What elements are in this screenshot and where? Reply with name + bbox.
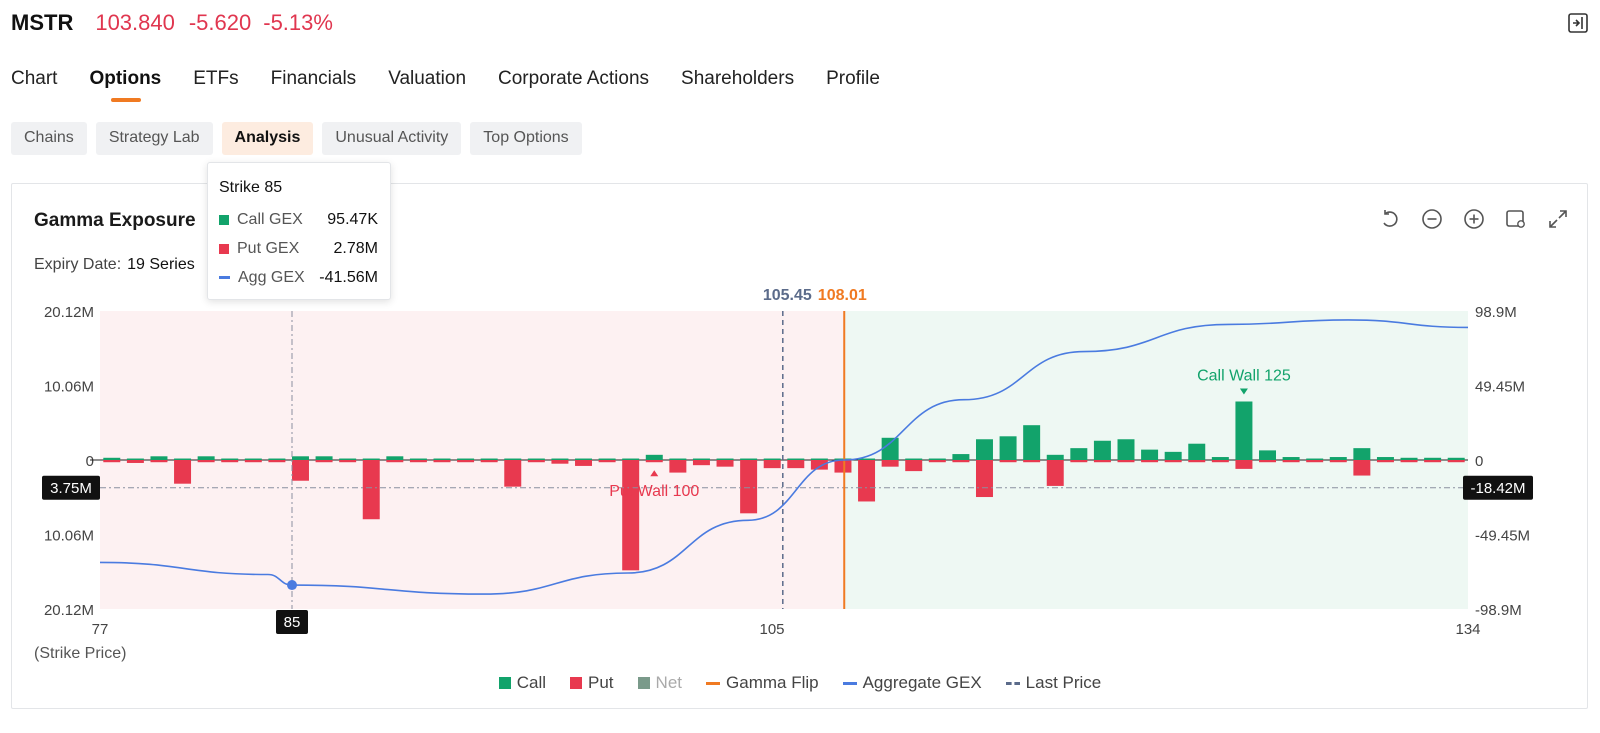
zoom-out-icon[interactable] [1420,207,1444,231]
tooltip-value: -41.56M [319,268,378,286]
legend-label: Aggregate GEX [862,673,982,692]
chart-toolbar [1378,207,1570,231]
tooltip-key: Agg GEX [238,268,305,286]
subtab-unusual-activity[interactable]: Unusual Activity [322,122,462,155]
tab-options[interactable]: Options [89,68,162,102]
tab-financials[interactable]: Financials [270,68,357,89]
tab-etfs[interactable]: ETFs [193,68,239,89]
legend-put[interactable]: Put [570,673,614,693]
last-swatch [1005,681,1020,685]
tooltip-value: 2.78M [333,239,378,257]
call-swatch [498,677,511,689]
tooltip-key: Put GEX [237,239,300,257]
tab-profile[interactable]: Profile [826,68,880,89]
tab-corporate-actions[interactable]: Corporate Actions [498,68,650,89]
tooltip-title: Strike 85 [219,179,283,196]
put-swatch [570,677,583,689]
call-swatch [219,214,229,225]
chart-legend: Call Put Net Gamma Flip Aggregate GEX La… [0,673,1600,693]
price-change: -5.620 [188,10,252,35]
agg-swatch [219,276,230,279]
legend-call[interactable]: Call [498,673,547,693]
tooltip-row-agg: Agg GEX -41.56M [219,263,378,292]
legend-label: Last Price [1025,673,1102,692]
hover-tooltip: Strike 85 Call GEX 95.47K Put GEX 2.78M Ag… [207,162,391,300]
last-price: 103.840 [95,10,175,35]
options-subtabs: Chains Strategy Lab Analysis Unusual Act… [11,122,582,155]
quote-header: MSTR 103.840 -5.620 -5.13% [11,10,333,36]
gamma-exposure-panel [11,183,1588,709]
main-tabs: Chart Options ETFs Financials Valuation … [11,68,880,102]
tab-chart[interactable]: Chart [11,68,58,89]
price-change-pct: -5.13% [263,10,333,35]
symbol: MSTR [11,10,74,35]
legend-last-price[interactable]: Last Price [1005,673,1102,693]
legend-label: Gamma Flip [726,673,819,692]
zoom-in-icon[interactable] [1462,207,1486,231]
expiry-selector[interactable]: Expiry Date: 19 Series [34,256,195,274]
legend-net[interactable]: Net [637,673,683,693]
legend-gamma-flip[interactable]: Gamma Flip [706,673,819,693]
agg-swatch [842,681,857,685]
collapse-panel-icon[interactable] [1568,12,1588,34]
fullscreen-icon[interactable] [1546,207,1570,231]
reset-icon[interactable] [1378,207,1402,231]
legend-label: Call [516,673,547,692]
legend-label: Put [588,673,614,692]
net-swatch [637,677,650,689]
subtab-top-options[interactable]: Top Options [470,122,582,155]
tab-valuation[interactable]: Valuation [388,68,467,89]
legend-label: Net [655,673,683,692]
subtab-strategy-lab[interactable]: Strategy Lab [95,122,213,155]
tooltip-value: 95.47K [327,210,378,228]
subtab-chains[interactable]: Chains [11,122,87,155]
panel-title: Gamma Exposure [34,210,196,231]
tooltip-row-call: Call GEX 95.47K [219,205,378,234]
flip-swatch [706,681,721,685]
expiry-label: Expiry Date: [34,256,122,273]
subtab-analysis[interactable]: Analysis [221,122,314,155]
expiry-value: 19 Series [127,256,195,273]
tooltip-row-put: Put GEX 2.78M [219,234,378,263]
legend-aggregate-gex[interactable]: Aggregate GEX [842,673,982,693]
tab-shareholders[interactable]: Shareholders [681,68,795,89]
put-swatch [219,243,229,254]
chart-settings-icon[interactable] [1504,207,1528,231]
tooltip-key: Call GEX [237,210,303,228]
